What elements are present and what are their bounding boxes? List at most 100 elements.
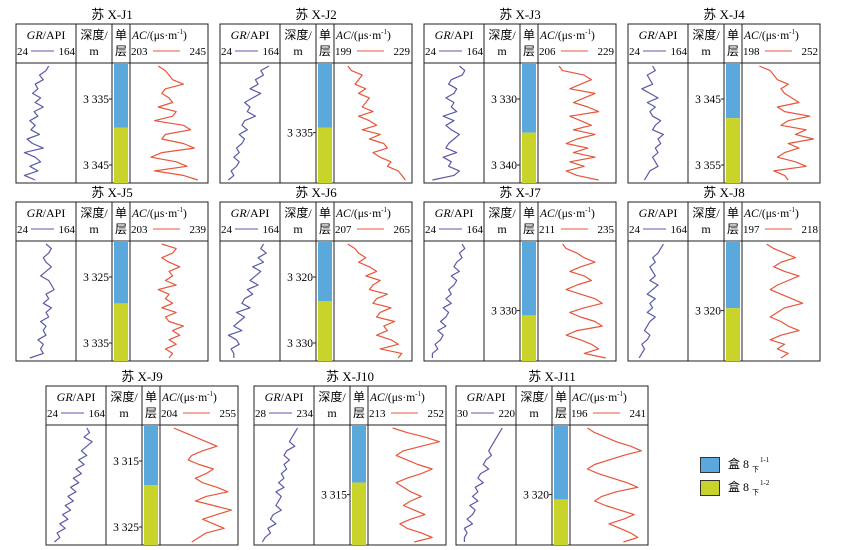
gr-range-min: 24 (221, 46, 233, 58)
well-panel: 苏 X-J2 GR/API 24 164 深度/m 单层 AC/(μs·m-1) 199 229… (219, 7, 413, 184)
well-title: 苏 X-J1 (91, 7, 133, 22)
layer-upper-fill (318, 241, 332, 301)
gr-curve (432, 65, 466, 181)
well-title: 苏 X-J8 (703, 185, 745, 200)
ac-range-min: 198 (743, 46, 760, 58)
gr-range-max: 164 (671, 224, 688, 236)
layer-header-2: 层 (353, 406, 365, 420)
depth-tick-label: 3 325 (83, 272, 109, 284)
layer-header-2: 层 (523, 222, 535, 236)
legend-label-lower: 盒 8 下1-2 (728, 479, 770, 497)
depth-unit: m (89, 222, 99, 236)
well-panel: 苏 X-J1 GR/API 24 164 深度/m 单层 AC/(μs·m-1) 203 245… (15, 7, 209, 184)
layer-upper-fill (726, 63, 740, 119)
depth-tick-label: 3 355 (695, 160, 721, 172)
depth-tick-label: 3 325 (113, 522, 139, 534)
layer-lower-fill (726, 118, 740, 183)
gr-range-max: 164 (467, 224, 484, 236)
ac-curve (759, 65, 815, 181)
legend-item-lower: 盒 8 下1-2 (700, 478, 769, 497)
gr-header: GR/API (27, 206, 66, 220)
gr-curve (29, 243, 55, 359)
depth-unit: m (293, 222, 303, 236)
ac-range-min: 213 (369, 408, 386, 420)
well-panel: 苏 X-J6 GR/API 24 164 深度/m 单层 AC/(μs·m-1) 207 265… (219, 185, 413, 362)
depth-unit: m (529, 406, 539, 420)
well-panel: 苏 X-J10 GR/API 28 234 深度/m 单层 AC/(μs·m-1) 213 25… (253, 369, 447, 546)
ac-curve (173, 427, 232, 543)
ac-range-min: 199 (335, 46, 352, 58)
gr-header: GR/API (467, 390, 506, 404)
depth-tick-label: 3 335 (287, 128, 313, 140)
gr-header: GR/API (231, 206, 270, 220)
ac-header: AC/(μs·m-1) (131, 28, 187, 42)
ac-range-max: 218 (802, 224, 819, 236)
gr-range-min: 24 (17, 46, 29, 58)
ac-range-min: 197 (743, 224, 760, 236)
ac-header: AC/(μs·m-1) (539, 206, 595, 220)
layer-lower-fill (318, 301, 332, 361)
well-panel: 苏 X-J5 GR/API 24 164 深度/m 单层 AC/(μs·m-1) 203 239… (15, 185, 209, 362)
layer-lower-fill (352, 482, 366, 545)
ac-header: AC/(μs·m-1) (131, 206, 187, 220)
legend-swatch-upper (700, 456, 720, 473)
depth-header: 深度/ (284, 27, 312, 42)
layer-lower-fill (522, 315, 536, 361)
depth-header: 深度/ (318, 389, 346, 404)
depth-tick-label: 3 320 (695, 306, 721, 318)
gr-curve (463, 427, 503, 542)
ac-range-max: 235 (598, 224, 615, 236)
layer-header-1: 单 (353, 390, 365, 404)
layer-upper-fill (726, 241, 740, 309)
ac-range-min: 203 (131, 224, 148, 236)
layer-header-1: 单 (727, 206, 739, 220)
depth-unit: m (497, 44, 507, 58)
depth-header: 深度/ (80, 27, 108, 42)
layer-upper-fill (144, 425, 158, 485)
gr-curve (431, 243, 466, 358)
layer-lower-fill (318, 127, 332, 183)
gr-range-max: 164 (263, 224, 280, 236)
gr-header: GR/API (435, 28, 474, 42)
depth-tick-label: 3 335 (83, 338, 109, 350)
ac-header: AC/(μs·m-1) (571, 390, 627, 404)
well-title: 苏 X-J10 (326, 369, 374, 384)
depth-tick-label: 3 335 (83, 94, 109, 106)
ac-range-max: 239 (190, 224, 207, 236)
well-panel: 苏 X-J4 GR/API 24 164 深度/m 单层 AC/(μs·m-1) 198 252… (627, 7, 821, 184)
gr-curve (638, 243, 664, 359)
ac-range-max: 252 (428, 408, 445, 420)
well-title: 苏 X-J7 (499, 185, 541, 200)
well-title: 苏 X-J2 (295, 7, 337, 22)
layer-upper-fill (114, 241, 128, 304)
depth-unit: m (701, 222, 711, 236)
well-title: 苏 X-J11 (528, 369, 576, 384)
depth-tick-label: 3 345 (695, 94, 721, 106)
gr-header: GR/API (435, 206, 474, 220)
depth-header: 深度/ (520, 389, 548, 404)
ac-header: AC/(μs·m-1) (161, 390, 217, 404)
depth-header: 深度/ (110, 389, 138, 404)
layer-lower-fill (726, 308, 740, 361)
layer-lower-fill (554, 499, 568, 545)
layer-header-2: 层 (727, 222, 739, 236)
ac-range-min: 203 (131, 46, 148, 58)
depth-unit: m (293, 44, 303, 58)
ac-range-max: 241 (630, 408, 647, 420)
gr-header: GR/API (27, 28, 66, 42)
layer-header-2: 层 (319, 222, 331, 236)
ac-range-max: 245 (190, 46, 207, 58)
gr-range-min: 24 (425, 46, 437, 58)
ac-range-min: 207 (335, 224, 352, 236)
gr-range-max: 234 (297, 408, 314, 420)
gr-header: GR/API (639, 28, 678, 42)
ac-curve (558, 65, 600, 181)
layer-header-1: 单 (145, 390, 157, 404)
gr-range-min: 30 (457, 408, 469, 420)
gr-header: GR/API (231, 28, 270, 42)
gr-range-min: 24 (425, 224, 437, 236)
depth-tick-label: 3 330 (491, 94, 517, 106)
ac-curve (157, 243, 184, 359)
gr-range-max: 164 (263, 46, 280, 58)
ac-header: AC/(μs·m-1) (335, 28, 391, 42)
